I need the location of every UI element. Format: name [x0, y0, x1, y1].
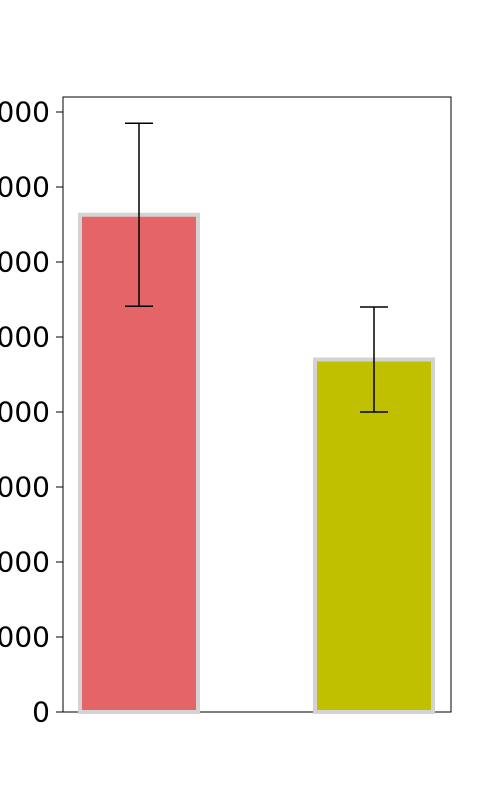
bars-group [78, 212, 435, 714]
plot-frame-border [62, 96, 452, 713]
y-tick-label: 0 [32, 696, 50, 729]
y-tick-label: 000 [0, 471, 50, 504]
y-tick-label: 000 [0, 96, 50, 129]
y-tick-label: 000 [0, 321, 50, 354]
plot-area [62, 96, 452, 713]
y-tick-label: 000 [0, 621, 50, 654]
y-tick-label: 000 [0, 171, 50, 204]
error-bars-group [125, 122, 388, 413]
y-tick-label: 000 [0, 246, 50, 279]
y-tick-label: 000 [0, 396, 50, 429]
y-tick-label: 000 [0, 546, 50, 579]
bar [313, 357, 435, 714]
